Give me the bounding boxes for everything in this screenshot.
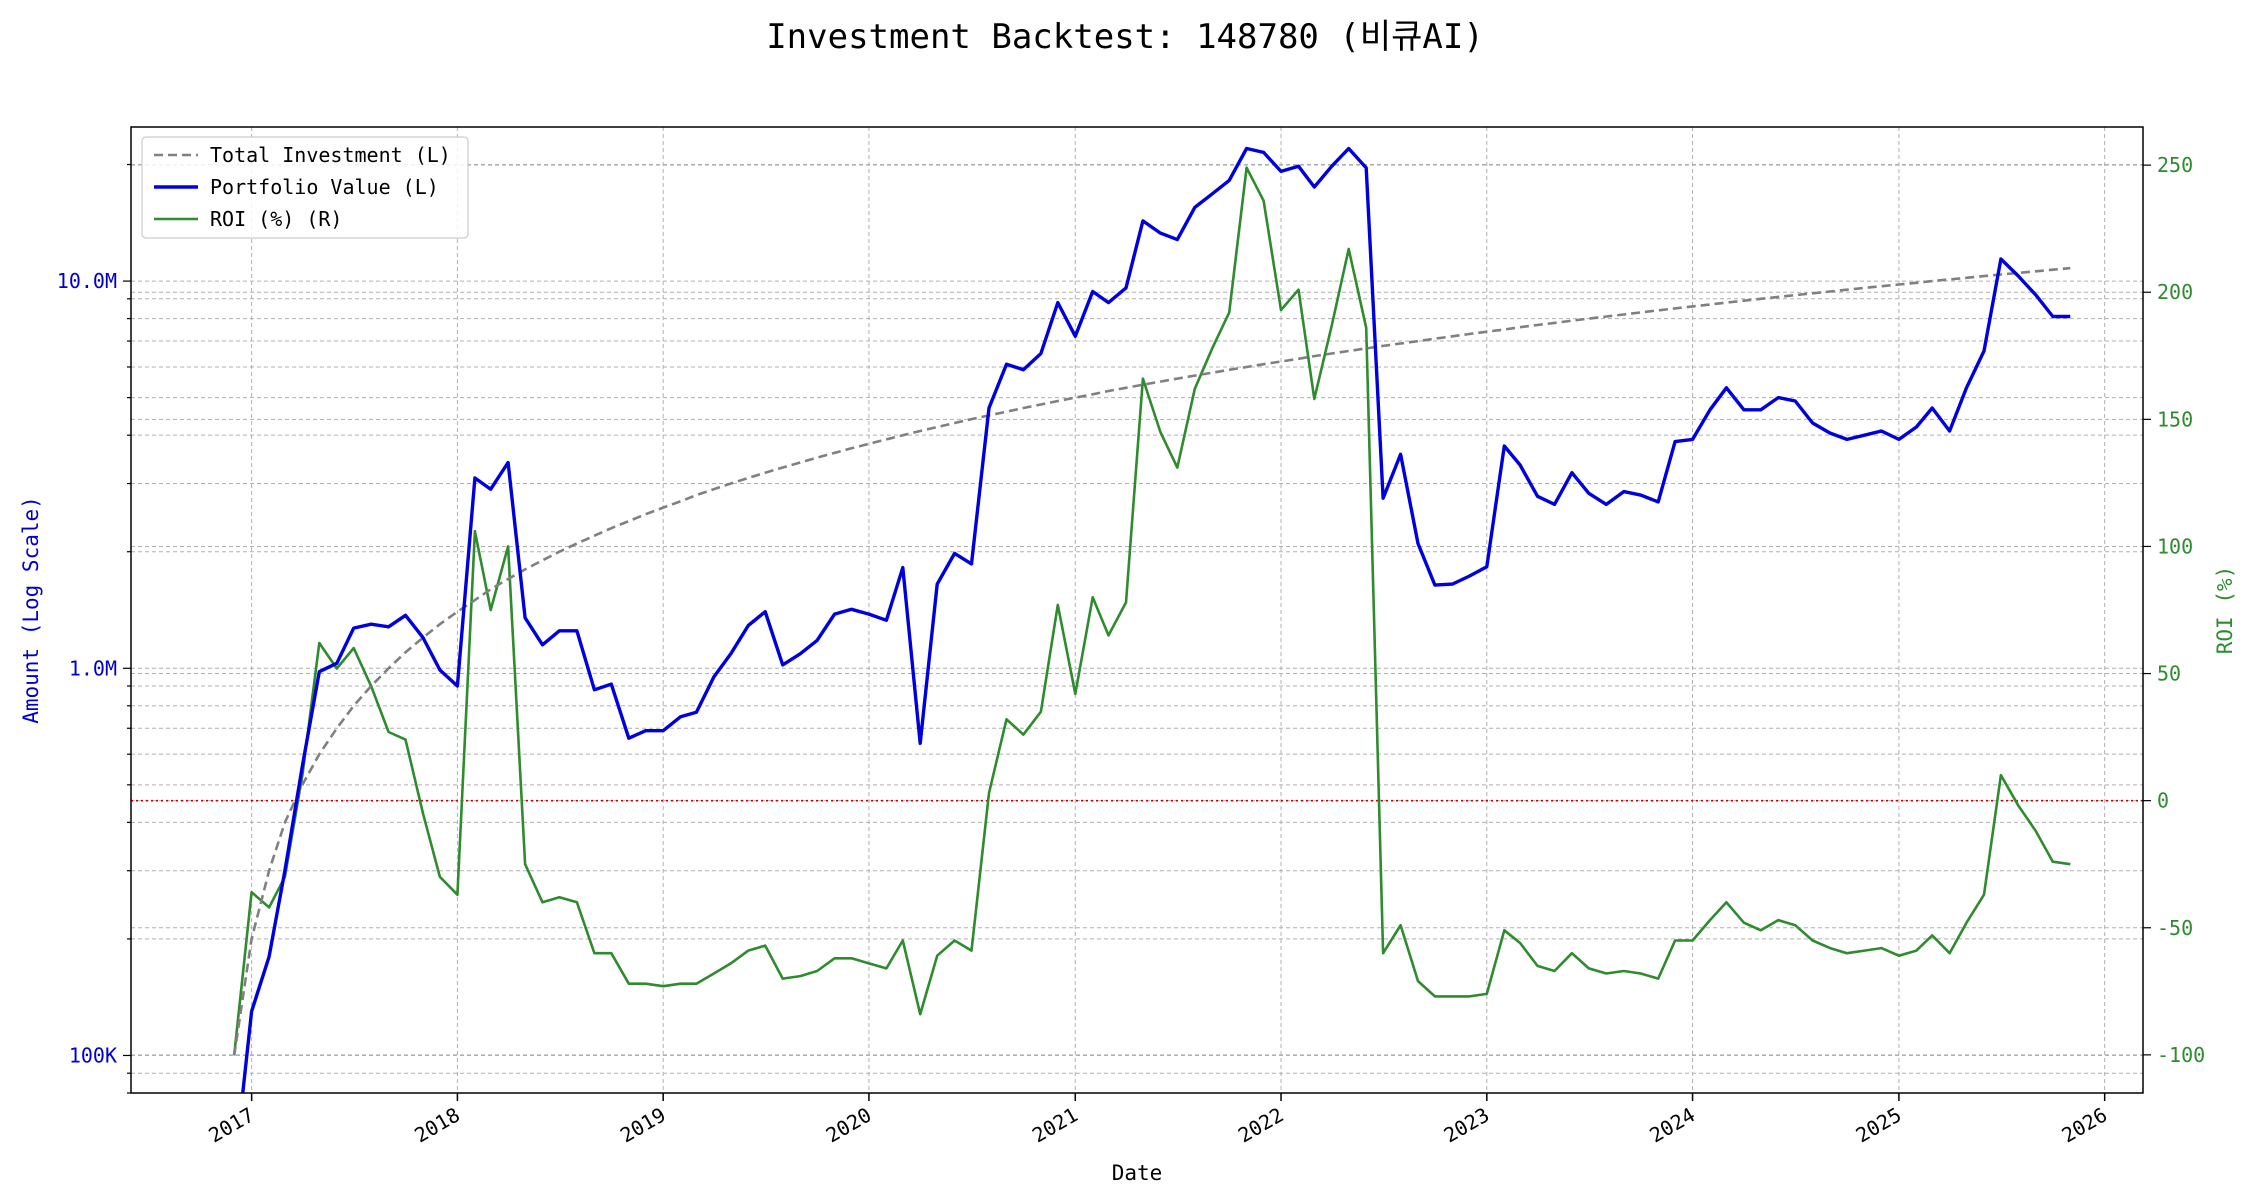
left-tick-label: 100K [69, 1043, 117, 1067]
portfolio-value-line [241, 146, 2071, 1093]
right-tick-label: 200 [2157, 280, 2193, 304]
plot-frame [130, 126, 2144, 1094]
right-tick-label: 100 [2157, 534, 2193, 558]
x-tick-label: 2020 [822, 1103, 876, 1148]
legend: Total Investment (L) Portfolio Value (L) R… [141, 136, 469, 239]
grid-layer [131, 127, 2143, 1094]
right-tick-label: -50 [2157, 916, 2193, 940]
chart-title: Investment Backtest: 148780 (비큐AI) [766, 17, 1484, 57]
x-tick-label: 2026 [2057, 1103, 2111, 1148]
right-tick-label: 150 [2157, 407, 2193, 431]
x-tick-label: 2021 [1028, 1103, 1082, 1148]
x-tick-label: 2017 [204, 1103, 258, 1148]
right-axis-label: ROI (%) [2213, 566, 2237, 655]
right-tick-label: -100 [2157, 1043, 2205, 1067]
right-tick-label: 50 [2157, 662, 2181, 686]
left-axis-ticks: 100K 1.0M 10.0M [57, 163, 131, 1094]
x-tick-label: 2022 [1234, 1103, 1288, 1148]
right-tick-label: 0 [2157, 789, 2169, 813]
legend-label: Total Investment (L) [210, 143, 451, 167]
legend-box [141, 136, 469, 239]
x-axis-ticks: 2017 2018 2019 2020 2021 2022 2023 2024 2025 2026 [204, 1093, 2111, 1147]
series-layer [232, 146, 2071, 1093]
left-tick-label: 10.0M [57, 269, 117, 293]
left-tick-label: 1.0M [69, 656, 117, 680]
x-tick-label: 2025 [1852, 1103, 1906, 1148]
right-axis-ticks: -100 -50 0 50 100 150 200 250 [2143, 153, 2205, 1067]
x-tick-label: 2023 [1440, 1103, 1494, 1148]
x-tick-label: 2019 [616, 1103, 670, 1148]
x-tick-label: 2024 [1645, 1103, 1699, 1148]
right-tick-label: 250 [2157, 153, 2193, 177]
left-axis-label: Amount (Log Scale) [19, 496, 43, 724]
x-axis-label: Date [1112, 1161, 1163, 1185]
legend-label: Portfolio Value (L) [210, 175, 439, 199]
roi-line [232, 166, 2071, 1056]
legend-label: ROI (%) (R) [210, 207, 342, 231]
total-investment-line [232, 266, 2071, 1056]
x-tick-label: 2018 [410, 1103, 464, 1148]
